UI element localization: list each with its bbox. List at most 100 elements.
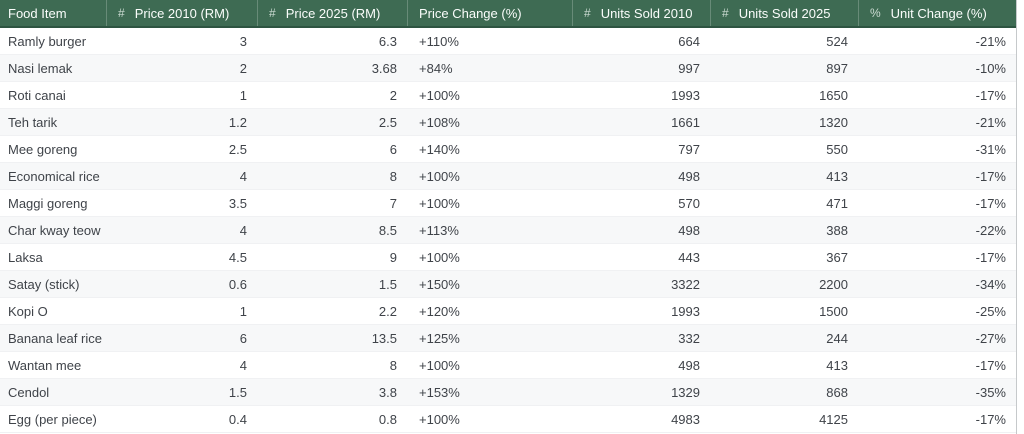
cell-unit-change[interactable]: -17% [975,249,1006,265]
cell-price-change[interactable]: +100% [419,357,460,373]
cell-price-change[interactable]: +110% [419,33,459,49]
cell-units-sold-2025[interactable]: 1320 [819,114,848,130]
cell-price-change[interactable]: +84% [419,60,453,76]
cell-food-item[interactable]: Mee goreng [8,141,78,157]
column-header-price-2025[interactable]: # Price 2025 (RM) [257,0,407,26]
cell-unit-change[interactable]: -25% [975,303,1006,319]
cell-price-2010-rm[interactable]: 0.6 [228,276,247,292]
cell-food-item[interactable]: Banana leaf rice [8,330,102,346]
cell-price-change[interactable]: +100% [419,168,460,184]
cell-price-2025-rm[interactable]: 13.5 [371,330,397,346]
cell-unit-change[interactable]: -17% [975,411,1006,427]
cell-units-sold-2025[interactable]: 2200 [819,276,848,292]
cell-price-2010-rm[interactable]: 6 [239,330,247,346]
table-row[interactable]: Teh tarik 1.2 2.5 +108% 1661 1320 -21% [0,109,1016,136]
cell-units-sold-2025[interactable]: 244 [826,330,848,346]
table-row[interactable]: Roti canai 1 2 +100% 1993 1650 -17% [0,82,1016,109]
table-row[interactable]: Char kway teow 4 8.5 +113% 498 388 -22% [0,217,1016,244]
cell-units-sold-2010[interactable]: 4983 [671,411,700,427]
column-header-food-item[interactable]: Food Item [0,0,106,26]
cell-units-sold-2010[interactable]: 1661 [671,114,700,130]
cell-unit-change[interactable]: -22% [975,222,1006,238]
cell-units-sold-2010[interactable]: 570 [678,195,700,211]
cell-price-change[interactable]: +100% [419,249,460,265]
cell-units-sold-2025[interactable]: 1500 [819,303,848,319]
cell-food-item[interactable]: Kopi O [8,303,48,319]
column-header-units-sold-2025[interactable]: # Units Sold 2025 [710,0,858,26]
cell-price-2025-rm[interactable]: 0.8 [378,411,397,427]
cell-price-2025-rm[interactable]: 7 [389,195,397,211]
cell-unit-change[interactable]: -34% [975,276,1006,292]
cell-price-change[interactable]: +125% [419,330,460,346]
cell-units-sold-2010[interactable]: 1993 [671,87,700,103]
cell-price-change[interactable]: +150% [419,276,460,292]
cell-price-2010-rm[interactable]: 1.2 [228,114,247,130]
cell-food-item[interactable]: Wantan mee [8,357,82,373]
cell-units-sold-2025[interactable]: 413 [826,357,848,373]
cell-food-item[interactable]: Maggi goreng [8,195,88,211]
cell-price-2025-rm[interactable]: 1.5 [378,276,397,292]
cell-price-2010-rm[interactable]: 4 [239,222,247,238]
cell-price-change[interactable]: +100% [419,195,460,211]
cell-unit-change[interactable]: -21% [975,114,1006,130]
cell-price-2025-rm[interactable]: 8 [389,168,397,184]
cell-food-item[interactable]: Cendol [8,384,50,400]
cell-price-2010-rm[interactable]: 1 [239,87,247,103]
cell-price-change[interactable]: +108% [419,114,460,130]
cell-units-sold-2010[interactable]: 498 [678,222,700,238]
cell-price-2025-rm[interactable]: 8.5 [378,222,397,238]
cell-units-sold-2010[interactable]: 1993 [671,303,700,319]
cell-price-2025-rm[interactable]: 2.5 [378,114,397,130]
cell-price-2025-rm[interactable]: 6.3 [378,33,397,49]
cell-price-2010-rm[interactable]: 0.4 [228,411,247,427]
cell-units-sold-2010[interactable]: 3322 [671,276,700,292]
cell-unit-change[interactable]: -27% [975,330,1006,346]
table-row[interactable]: Kopi O 1 2.2 +120% 1993 1500 -25% [0,298,1016,325]
cell-price-change[interactable]: +113% [419,222,459,238]
cell-price-2010-rm[interactable]: 1 [239,303,247,319]
cell-food-item[interactable]: Satay (stick) [8,276,80,292]
cell-units-sold-2025[interactable]: 4125 [819,411,848,427]
cell-units-sold-2025[interactable]: 868 [826,384,848,400]
cell-units-sold-2025[interactable]: 897 [826,60,848,76]
cell-price-2010-rm[interactable]: 4 [239,168,247,184]
cell-food-item[interactable]: Roti canai [8,87,66,103]
cell-price-2010-rm[interactable]: 2.5 [228,141,247,157]
cell-unit-change[interactable]: -10% [975,60,1006,76]
table-row[interactable]: Nasi lemak 2 3.68 +84% 997 897 -10% [0,55,1016,82]
cell-price-2025-rm[interactable]: 2.2 [378,303,397,319]
column-header-unit-change[interactable]: % Unit Change (%) [858,0,1016,26]
cell-price-change[interactable]: +100% [419,87,460,103]
cell-food-item[interactable]: Ramly burger [8,33,87,49]
cell-units-sold-2010[interactable]: 1329 [671,384,700,400]
table-row[interactable]: Satay (stick) 0.6 1.5 +150% 3322 2200 -34% [0,271,1016,298]
cell-food-item[interactable]: Laksa [8,249,43,265]
table-row[interactable]: Maggi goreng 3.5 7 +100% 570 471 -17% [0,190,1016,217]
cell-food-item[interactable]: Char kway teow [8,222,101,238]
cell-price-change[interactable]: +153% [419,384,460,400]
cell-food-item[interactable]: Egg (per piece) [8,411,97,427]
table-row[interactable]: Laksa 4.5 9 +100% 443 367 -17% [0,244,1016,271]
cell-units-sold-2010[interactable]: 997 [678,60,700,76]
table-row[interactable]: Ramly burger 3 6.3 +110% 664 524 -21% [0,28,1016,55]
cell-unit-change[interactable]: -31% [975,141,1006,157]
cell-unit-change[interactable]: -17% [975,87,1006,103]
cell-units-sold-2025[interactable]: 413 [826,168,848,184]
cell-units-sold-2010[interactable]: 664 [678,33,700,49]
cell-price-2010-rm[interactable]: 4.5 [228,249,247,265]
cell-price-2025-rm[interactable]: 9 [389,249,397,265]
cell-price-2010-rm[interactable]: 3.5 [228,195,247,211]
cell-price-2025-rm[interactable]: 3.8 [378,384,397,400]
cell-units-sold-2025[interactable]: 388 [826,222,848,238]
cell-price-2010-rm[interactable]: 2 [239,60,247,76]
cell-unit-change[interactable]: -17% [975,357,1006,373]
cell-price-2025-rm[interactable]: 8 [389,357,397,373]
cell-units-sold-2025[interactable]: 367 [826,249,848,265]
cell-price-2010-rm[interactable]: 1.5 [228,384,247,400]
cell-food-item[interactable]: Nasi lemak [8,60,73,76]
table-row[interactable]: Cendol 1.5 3.8 +153% 1329 868 -35% [0,379,1016,406]
cell-price-change[interactable]: +140% [419,141,460,157]
cell-unit-change[interactable]: -17% [975,195,1006,211]
cell-units-sold-2025[interactable]: 550 [826,141,848,157]
column-header-price-2010[interactable]: # Price 2010 (RM) [106,0,257,26]
